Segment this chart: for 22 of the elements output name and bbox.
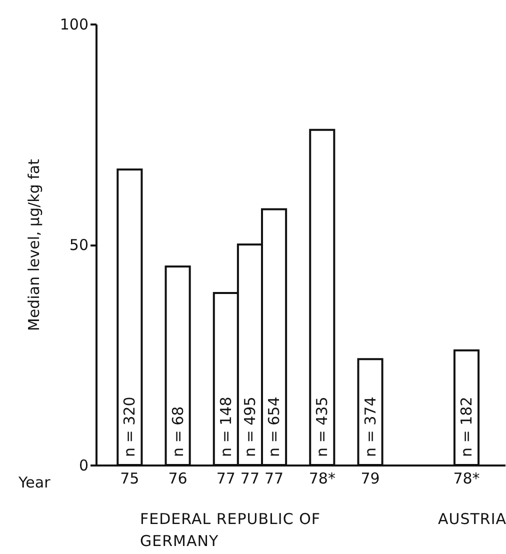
x-tick-label: 79 (360, 470, 380, 488)
y-tick-label: 100 (60, 16, 88, 34)
x-tick-label: 78* (453, 470, 480, 488)
annotation: n = 435 (313, 396, 332, 457)
x-tick-label: 77 (264, 470, 284, 488)
annotation: n = 182 (458, 396, 476, 457)
text: FEDERAL REPUBLIC OF GERMANY (140, 509, 322, 552)
x-axis-title: Year (18, 474, 52, 492)
annotation: n = 495 (240, 396, 259, 457)
x-tick-label: 77 (240, 470, 260, 488)
annotation: n = 374 (361, 396, 380, 457)
annotation: n = 68 (168, 406, 187, 457)
annotation: n = 654 (265, 396, 284, 457)
x-tick-label: 77 (216, 470, 236, 488)
y-tick-label: 0 (78, 456, 88, 474)
annotation: n = 320 (120, 396, 139, 457)
annotation: n = 148 (216, 396, 235, 457)
y-axis-title: Median level, µg/kg fat (24, 158, 43, 331)
y-tick-label: 50 (69, 236, 88, 254)
x-tick-label: 78* (308, 470, 336, 488)
x-tick-label: 75 (120, 470, 140, 488)
x-tick-label: 76 (168, 470, 188, 488)
